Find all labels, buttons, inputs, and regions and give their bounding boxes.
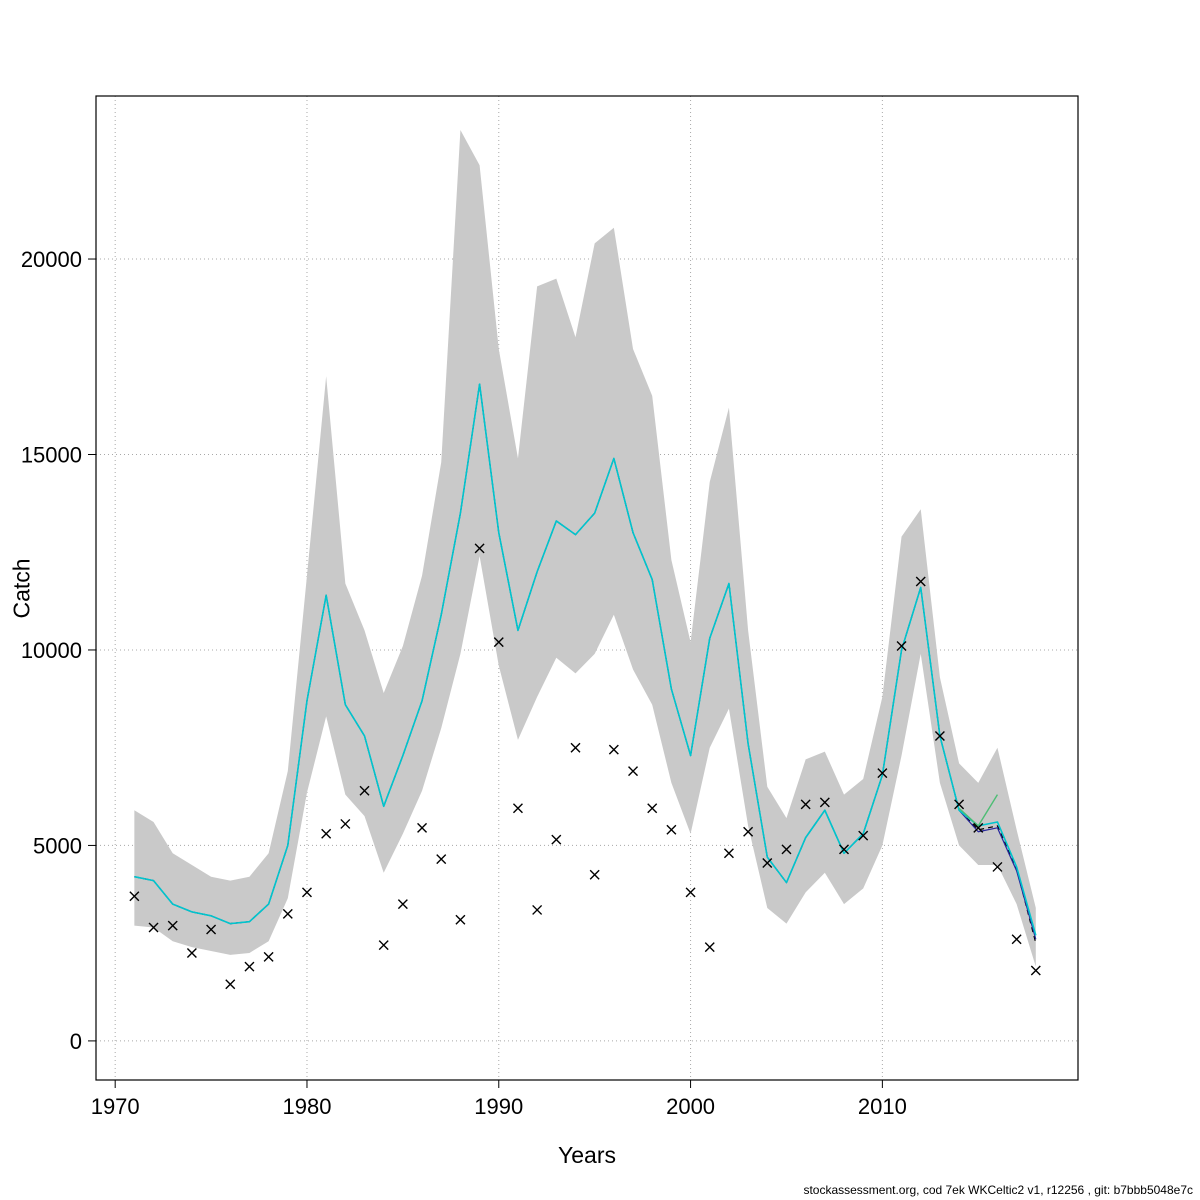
observed-x-marker <box>397 899 408 910</box>
observed-x-marker <box>570 742 581 753</box>
y-axis-title-wrap: Catch <box>0 96 44 1080</box>
footer-caption: stockassessment.org, cod 7ek WKCeltic2 v… <box>803 1183 1193 1197</box>
observed-x-marker <box>858 830 869 841</box>
observed-x-marker <box>877 768 888 779</box>
observed-x-marker <box>263 951 274 962</box>
observed-x-marker <box>934 730 945 741</box>
y-tick-label: 15000 <box>21 442 82 467</box>
observed-x-marker <box>206 924 217 935</box>
observed-x-marker <box>436 854 447 865</box>
observed-x-marker <box>743 826 754 837</box>
observed-x-marker <box>321 828 332 839</box>
y-tick-label: 10000 <box>21 638 82 663</box>
series-retro-green <box>958 794 999 827</box>
observed-x-marker <box>417 822 428 833</box>
y-axis-title: Catch <box>8 557 35 619</box>
observed-x-marker <box>666 824 677 835</box>
observed-x-marker <box>301 887 312 898</box>
x-tick-label: 1980 <box>283 1094 332 1119</box>
observed-x-marker <box>474 543 485 554</box>
observed-x-marker <box>704 942 715 953</box>
observed-x-marker <box>896 641 907 652</box>
y-tick-label: 5000 <box>33 833 82 858</box>
y-tick-label: 0 <box>70 1029 82 1054</box>
plot-border <box>95 95 1079 1081</box>
observed-x-marker <box>167 920 178 931</box>
observed-x-marker <box>340 818 351 829</box>
observed-x-marker <box>1011 934 1022 945</box>
observed-x-marker <box>781 844 792 855</box>
observed-x-marker <box>512 803 523 814</box>
observed-x-marker <box>839 844 850 855</box>
observed-points <box>129 543 1041 990</box>
observed-x-marker <box>282 908 293 919</box>
observed-x-marker <box>954 799 965 810</box>
x-tick-label: 2000 <box>666 1094 715 1119</box>
observed-x-marker <box>378 940 389 951</box>
observed-x-marker <box>608 744 619 755</box>
observed-x-marker <box>973 822 984 833</box>
observed-x-marker <box>1030 965 1041 976</box>
confidence-band <box>134 130 1036 967</box>
observed-x-marker <box>148 922 159 933</box>
observed-x-marker <box>647 803 658 814</box>
observed-x-marker <box>551 834 562 845</box>
observed-x-marker <box>225 979 236 990</box>
observed-x-marker <box>819 797 830 808</box>
observed-x-marker <box>186 947 197 958</box>
observed-x-marker <box>992 861 1003 872</box>
observed-x-marker <box>359 785 370 796</box>
observed-x-marker <box>628 766 639 777</box>
observed-x-marker <box>129 891 140 902</box>
observed-x-marker <box>762 858 773 869</box>
observed-x-marker <box>723 848 734 859</box>
observed-x-marker <box>685 887 696 898</box>
x-tick-label: 1990 <box>474 1094 523 1119</box>
observed-x-marker <box>493 637 504 648</box>
observed-x-marker <box>532 904 543 915</box>
observed-x-marker <box>244 961 255 972</box>
x-tick-label: 1970 <box>91 1094 140 1119</box>
observed-x-marker <box>800 799 811 810</box>
series-fitted-catch-cyan <box>134 383 1037 936</box>
observed-x-marker <box>455 914 466 925</box>
y-tick-label: 20000 <box>21 247 82 272</box>
x-tick-label: 2010 <box>858 1094 907 1119</box>
observed-x-marker <box>915 576 926 587</box>
x-axis-title: Years <box>558 1142 616 1168</box>
observed-x-marker <box>589 869 600 880</box>
